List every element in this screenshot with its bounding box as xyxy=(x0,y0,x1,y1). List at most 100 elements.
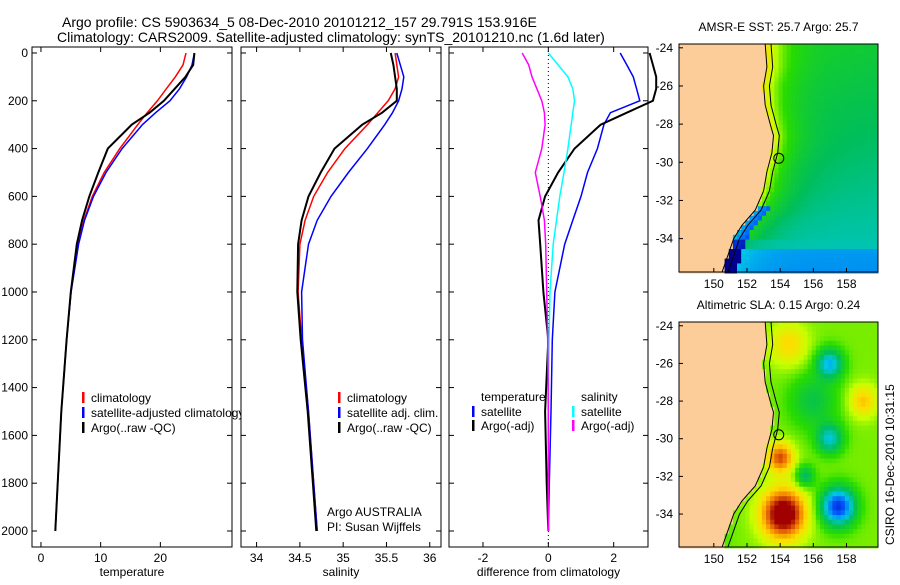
land-cell xyxy=(741,115,746,121)
land-cell xyxy=(745,453,750,459)
land-cell xyxy=(708,397,713,403)
ocean-cell xyxy=(770,101,775,107)
land-cell xyxy=(708,96,713,102)
ocean-cell xyxy=(844,253,850,260)
land-cell xyxy=(695,139,701,145)
land-cell xyxy=(716,110,721,117)
land-cell xyxy=(761,148,767,155)
land-cell xyxy=(728,201,734,207)
land-cell xyxy=(732,230,738,236)
ocean-cell xyxy=(807,258,813,264)
ocean-cell xyxy=(782,110,788,117)
land-cell xyxy=(679,519,684,525)
ocean-cell xyxy=(815,115,821,121)
ocean-cell xyxy=(811,387,817,394)
ocean-cell xyxy=(815,383,821,389)
ocean-cell xyxy=(795,206,800,212)
ocean-cell xyxy=(786,134,792,140)
ocean-cell xyxy=(857,58,862,64)
land-cell xyxy=(716,106,721,112)
land-cell xyxy=(728,340,734,346)
land-cell xyxy=(679,397,684,403)
ocean-cell xyxy=(849,453,854,459)
land-cell xyxy=(753,96,759,102)
land-cell xyxy=(695,397,701,403)
ocean-cell xyxy=(844,234,850,241)
land-cell xyxy=(712,168,717,174)
ocean-cell xyxy=(857,453,862,459)
ocean-cell xyxy=(795,139,800,145)
ocean-cell xyxy=(865,326,871,332)
land-cell xyxy=(716,172,721,179)
ocean-cell xyxy=(770,239,775,245)
ocean-cell xyxy=(844,263,850,269)
ocean-cell xyxy=(757,239,763,245)
ocean-cell xyxy=(873,72,879,78)
ocean-cell xyxy=(832,406,837,412)
ocean-cell xyxy=(778,210,784,217)
ocean-cell xyxy=(786,86,792,93)
land-cell xyxy=(708,206,713,212)
ocean-cell xyxy=(853,234,858,241)
ocean-cell xyxy=(832,77,837,83)
land-cell xyxy=(757,129,763,136)
ocean-cell xyxy=(778,115,784,121)
ocean-cell xyxy=(811,234,817,241)
ocean-cell xyxy=(786,397,792,403)
ocean-cell xyxy=(795,359,800,365)
ocean-cell xyxy=(853,472,858,478)
land-cell xyxy=(761,63,767,69)
land-cell xyxy=(687,331,692,337)
ocean-cell xyxy=(782,496,788,502)
land-cell xyxy=(703,477,709,483)
ocean-cell xyxy=(799,472,804,478)
land-cell xyxy=(691,253,696,260)
land-cell xyxy=(716,463,721,469)
ocean-cell xyxy=(857,435,862,441)
ocean-cell xyxy=(840,472,846,478)
ocean-cell xyxy=(807,53,813,59)
ocean-cell xyxy=(869,110,875,117)
ocean-cell xyxy=(803,210,808,217)
land-cell xyxy=(699,416,705,422)
ocean-cell xyxy=(815,86,821,93)
ocean-cell xyxy=(873,515,879,521)
land-cell xyxy=(720,416,726,422)
land-cell xyxy=(687,402,692,408)
land-cell xyxy=(761,72,767,78)
ocean-cell xyxy=(832,345,837,351)
land-cell xyxy=(687,505,692,511)
ocean-cell xyxy=(811,463,817,469)
land-cell xyxy=(712,187,717,193)
land-cell xyxy=(749,482,755,488)
land-cell xyxy=(679,435,684,441)
ocean-cell xyxy=(844,196,850,202)
land-cell xyxy=(749,430,755,436)
ocean-cell xyxy=(815,359,821,365)
land-cell xyxy=(683,96,688,102)
ocean-cell xyxy=(853,101,858,107)
ocean-cell xyxy=(820,331,825,337)
land-cell xyxy=(687,482,692,488)
land-cell xyxy=(745,58,750,64)
land-cell xyxy=(749,177,755,183)
ocean-cell xyxy=(790,331,796,337)
ocean-cell xyxy=(782,48,788,55)
land-cell xyxy=(724,53,730,59)
ocean-cell xyxy=(824,505,829,511)
ocean-cell xyxy=(761,234,767,241)
land-cell xyxy=(683,220,688,226)
land-cell xyxy=(732,491,738,497)
land-cell xyxy=(745,134,750,140)
ocean-cell xyxy=(790,115,796,121)
ocean-cell xyxy=(745,258,750,264)
land-cell xyxy=(745,359,750,365)
land-cell xyxy=(745,172,750,179)
ocean-cell xyxy=(853,67,858,74)
ocean-cell xyxy=(828,322,833,328)
land-cell xyxy=(724,322,730,328)
land-cell xyxy=(749,369,755,375)
ocean-cell xyxy=(790,67,796,74)
ocean-cell xyxy=(836,44,842,50)
land-cell xyxy=(687,96,692,102)
